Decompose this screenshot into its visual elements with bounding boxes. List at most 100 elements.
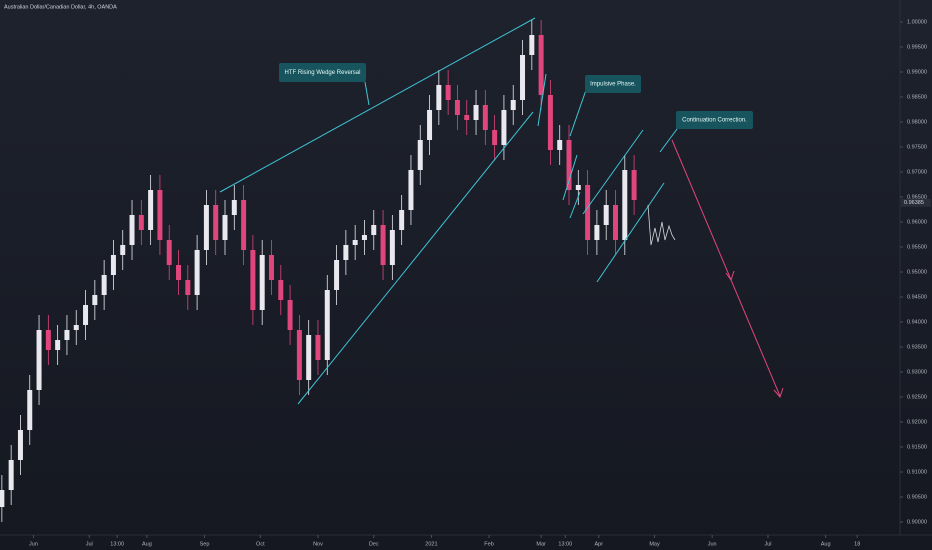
annotation: Continuation Correction. bbox=[682, 118, 747, 124]
arrow-mid bbox=[725, 270, 735, 282]
candle-body bbox=[83, 305, 89, 325]
forecast-arrow bbox=[671, 139, 784, 398]
candle-body bbox=[538, 35, 544, 95]
y-tick-label: 0.95500 bbox=[907, 244, 927, 250]
y-tick-label: 0.95000 bbox=[907, 269, 927, 275]
channel-upper bbox=[582, 129, 644, 215]
candle-body bbox=[510, 100, 516, 110]
candle-body bbox=[213, 205, 219, 240]
candle-body bbox=[176, 265, 182, 280]
arrow-head bbox=[773, 387, 784, 398]
candle-body bbox=[250, 250, 256, 310]
y-tick-label: 0.90000 bbox=[907, 519, 927, 525]
candle-body bbox=[222, 215, 228, 240]
y-tick-label: 1.00000 bbox=[907, 19, 927, 25]
candle-body bbox=[566, 140, 572, 190]
candle-body bbox=[594, 225, 600, 240]
candle-body bbox=[129, 215, 135, 245]
candle-body bbox=[185, 280, 191, 295]
candle-body bbox=[585, 185, 591, 240]
candle-body bbox=[203, 205, 209, 250]
x-tick-label: Aug bbox=[142, 541, 152, 547]
drawings bbox=[219, 17, 681, 405]
y-tick-label: 0.93500 bbox=[907, 344, 927, 350]
candle-body bbox=[194, 250, 200, 295]
callout-pointer bbox=[659, 124, 681, 153]
candle-body bbox=[417, 140, 423, 170]
y-tick-label: 0.98500 bbox=[907, 94, 927, 100]
y-tick-label: 0.91500 bbox=[907, 444, 927, 450]
y-tick-label: 0.94500 bbox=[907, 294, 927, 300]
x-tick-label: Apr bbox=[594, 541, 603, 547]
candle-body bbox=[501, 110, 507, 145]
y-tick-label: 0.92500 bbox=[907, 394, 927, 400]
y-tick-label: 0.94000 bbox=[907, 319, 927, 325]
candle-body bbox=[399, 210, 405, 230]
x-tick-label: Jun bbox=[29, 541, 38, 547]
candle-body bbox=[306, 335, 312, 380]
x-tick-label: Jun bbox=[708, 541, 717, 547]
candle-body bbox=[55, 340, 61, 350]
candle-body bbox=[110, 255, 116, 275]
forecast-line bbox=[671, 139, 781, 397]
candle-body bbox=[575, 185, 581, 190]
candle-body bbox=[520, 55, 526, 100]
candle-body bbox=[287, 300, 293, 330]
candle-body bbox=[557, 140, 563, 150]
x-tick-label: 13:00 bbox=[558, 541, 572, 547]
y-tick-label: 0.98000 bbox=[907, 119, 927, 125]
wedge-lower bbox=[297, 111, 534, 405]
y-tick-label: 0.96500 bbox=[907, 194, 927, 200]
y-tick-label: 0.99000 bbox=[907, 69, 927, 75]
x-tick-label: Aug bbox=[821, 541, 831, 547]
wedge-upper bbox=[219, 17, 536, 193]
candle-body bbox=[231, 200, 237, 215]
y-tick-label: 0.90500 bbox=[907, 494, 927, 500]
y-tick-label: 0.91000 bbox=[907, 469, 927, 475]
x-tick-label: Oct bbox=[256, 541, 265, 547]
x-tick-label: 18 bbox=[854, 541, 860, 547]
candle-body bbox=[427, 110, 433, 140]
x-tick-label: 2021 bbox=[425, 541, 437, 547]
candle-body bbox=[389, 230, 395, 265]
annotation: HTF Rising Wedge Reversal bbox=[285, 70, 361, 76]
candle-body bbox=[361, 235, 367, 240]
candle-body bbox=[631, 170, 637, 200]
y-tick-label: 0.92000 bbox=[907, 419, 927, 425]
candle-body bbox=[343, 245, 349, 260]
candle-body bbox=[622, 170, 628, 240]
candle-body bbox=[436, 85, 442, 110]
y-tick-label: 0.97000 bbox=[907, 169, 927, 175]
candle-body bbox=[296, 330, 302, 380]
x-tick-label: Mar bbox=[536, 541, 546, 547]
candle-body bbox=[603, 205, 609, 225]
candles bbox=[0, 20, 637, 522]
axes: 0.90000 0.90500 0.91000 0.91500 0.92000 0.925… bbox=[29, 19, 931, 547]
candle-body bbox=[120, 245, 126, 255]
candle-body bbox=[408, 170, 414, 210]
callout-box bbox=[585, 75, 641, 93]
candle-body bbox=[36, 330, 42, 390]
candle-body bbox=[27, 390, 33, 430]
y-tick-label: 0.99500 bbox=[907, 44, 927, 50]
candle-body bbox=[138, 215, 144, 230]
impulse-line bbox=[562, 154, 578, 201]
callout-box bbox=[279, 63, 366, 82]
candle-body bbox=[464, 115, 470, 120]
channel-lower bbox=[596, 182, 665, 283]
callout-pointer bbox=[364, 81, 370, 106]
candle-body bbox=[380, 225, 386, 265]
candle-body bbox=[371, 225, 377, 235]
candle-body bbox=[454, 100, 460, 115]
candle-body bbox=[17, 430, 23, 460]
candle-body bbox=[241, 200, 247, 250]
candle-body bbox=[529, 35, 535, 55]
candle-body bbox=[157, 190, 163, 240]
y-tick-label: 0.97500 bbox=[907, 144, 927, 150]
y-tick-label: 0.96000 bbox=[907, 219, 927, 225]
candle-body bbox=[278, 280, 284, 300]
candle-body bbox=[334, 260, 340, 290]
candle-body bbox=[64, 330, 70, 340]
annotation: Impulsive Phase. bbox=[590, 82, 636, 88]
